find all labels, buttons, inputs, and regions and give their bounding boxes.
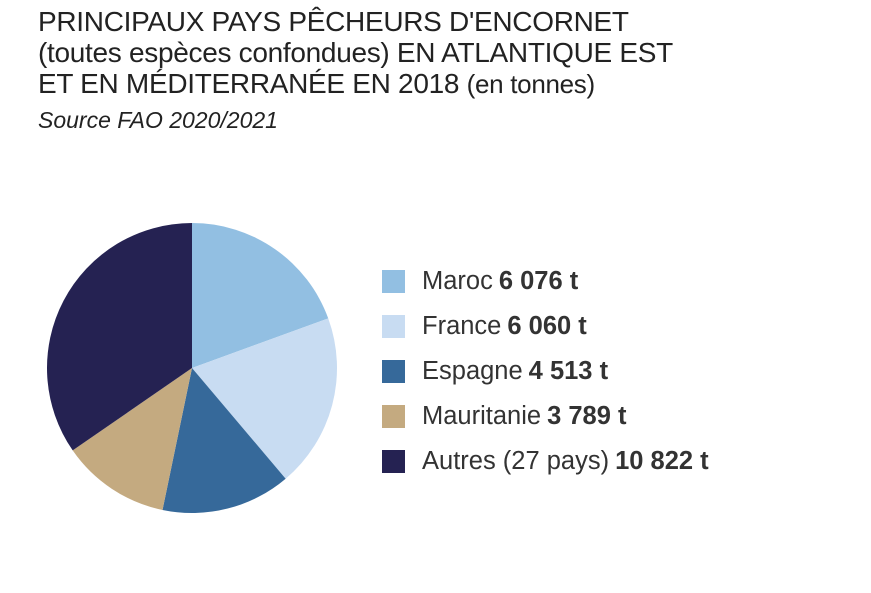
- legend-label: France: [422, 312, 502, 340]
- pie-slice-mauritanie: [72, 368, 192, 510]
- legend-value: 3 789 t: [547, 402, 627, 430]
- legend-text: Autres (27 pays) 10 822 t: [422, 447, 709, 476]
- legend-item-mauritanie: Mauritanie 3 789 t: [382, 394, 709, 439]
- chart-title-line-3: ET EN MÉDITERRANÉE EN 2018 (en tonnes): [38, 68, 858, 100]
- legend-text: Maroc 6 076 t: [422, 267, 578, 296]
- legend-swatch: [382, 405, 405, 428]
- chart-header: PRINCIPAUX PAYS PÊCHEURS D'ENCORNET (tou…: [38, 6, 858, 133]
- legend-swatch: [382, 360, 405, 383]
- pie-slice-france: [192, 318, 337, 479]
- legend-label: Mauritanie: [422, 402, 542, 430]
- legend-text: Mauritanie 3 789 t: [422, 402, 626, 431]
- legend-value: 10 822 t: [615, 447, 709, 475]
- legend-swatch: [382, 315, 405, 338]
- legend-text: France 6 060 t: [422, 312, 587, 341]
- legend-item-autres: Autres (27 pays) 10 822 t: [382, 439, 709, 484]
- legend-label: Espagne: [422, 357, 523, 385]
- chart-legend: Maroc 6 076 t France 6 060 t Espagne 4 513 …: [382, 259, 709, 484]
- legend-label: Autres (27 pays): [422, 447, 610, 475]
- chart-title-line-1: PRINCIPAUX PAYS PÊCHEURS D'ENCORNET: [38, 6, 629, 37]
- pie-slice-autres: [47, 223, 192, 451]
- legend-text: Espagne 4 513 t: [422, 357, 608, 386]
- chart-source: Source FAO 2020/2021: [38, 107, 278, 133]
- legend-item-maroc: Maroc 6 076 t: [382, 259, 709, 304]
- legend-value: 6 060 t: [507, 312, 587, 340]
- legend-swatch: [382, 450, 405, 473]
- pie-slice-maroc: [192, 223, 329, 368]
- legend-value: 4 513 t: [528, 357, 609, 385]
- legend-value: 6 076 t: [498, 267, 579, 295]
- legend-item-france: France 6 060 t: [382, 304, 709, 349]
- chart-title-line-2: (toutes espèces confondues) EN ATLANTIQU…: [38, 37, 673, 68]
- legend-label: Maroc: [422, 267, 493, 295]
- legend-swatch: [382, 270, 405, 293]
- chart-title-text: ET EN MÉDITERRANÉE EN 2018: [38, 68, 460, 99]
- chart-title-unit: (en tonnes): [466, 69, 596, 99]
- legend-item-espagne: Espagne 4 513 t: [382, 349, 709, 394]
- pie-slice-espagne: [162, 368, 286, 513]
